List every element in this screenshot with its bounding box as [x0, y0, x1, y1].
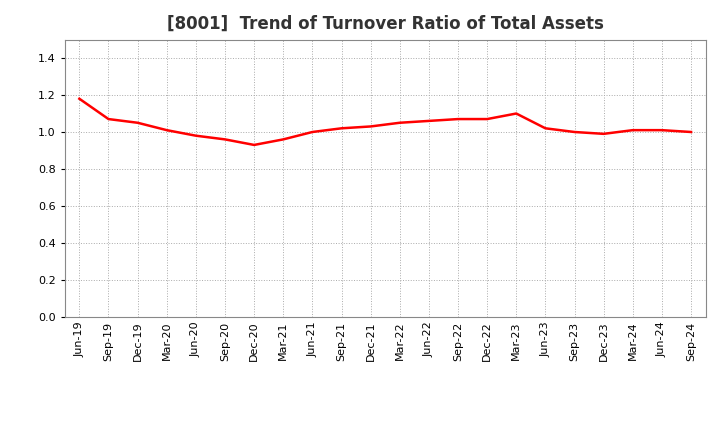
Title: [8001]  Trend of Turnover Ratio of Total Assets: [8001] Trend of Turnover Ratio of Total …	[167, 15, 603, 33]
